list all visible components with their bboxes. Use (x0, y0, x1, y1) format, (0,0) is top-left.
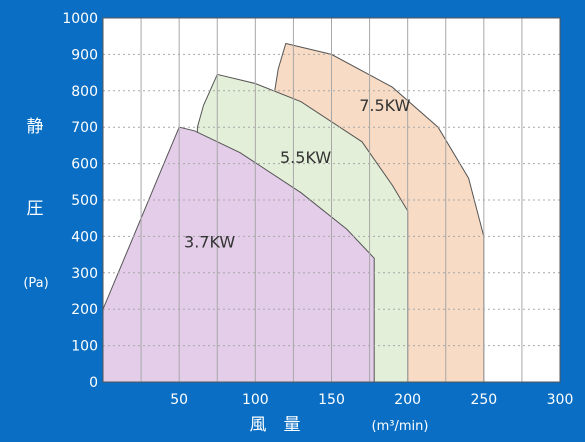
x-tick-label: 250 (470, 392, 497, 408)
y-tick-label: 100 (71, 339, 98, 355)
x-axis-unit: (m³/min) (372, 419, 429, 434)
x-tick-label: 200 (394, 392, 421, 408)
x-tick-label: 300 (547, 392, 574, 408)
series-label: 3.7KW (184, 232, 235, 251)
series-layer (102, 42, 485, 383)
grid-layer (102, 17, 561, 383)
series-label: 7.5KW (359, 96, 410, 115)
x-axis-label: 風 量 (250, 415, 301, 435)
plot-border (102, 17, 561, 383)
series-label: 5.5KW (280, 148, 331, 167)
x-tick-label: 100 (242, 392, 269, 408)
y-tick-label: 0 (89, 375, 98, 391)
y-tick-label: 1000 (62, 11, 98, 27)
y-tick-label: 200 (71, 302, 98, 318)
y-tick-label: 500 (71, 193, 98, 209)
y-tick-label: 700 (71, 120, 98, 136)
y-tick-label: 600 (71, 157, 98, 173)
series-labels: 3.7KW 5.5KW 7.5KW (184, 96, 411, 252)
y-tick-labels: 0 100 200 300 400 500 600 700 800 900 1000 (62, 11, 98, 391)
y-tick-label: 800 (71, 84, 98, 100)
y-tick-label: 300 (71, 266, 98, 282)
y-tick-label: 400 (71, 229, 98, 245)
y-tick-label: 900 (71, 47, 98, 63)
x-tick-label: 50 (170, 392, 188, 408)
x-tick-label: 150 (318, 392, 345, 408)
y-axis-unit: (Pa) (23, 276, 48, 291)
y-axis-label-char-1: 静 (27, 117, 44, 137)
x-tick-labels: 50 100 150 200 250 300 (170, 392, 573, 408)
y-axis-label-char-2: 圧 (27, 199, 44, 219)
